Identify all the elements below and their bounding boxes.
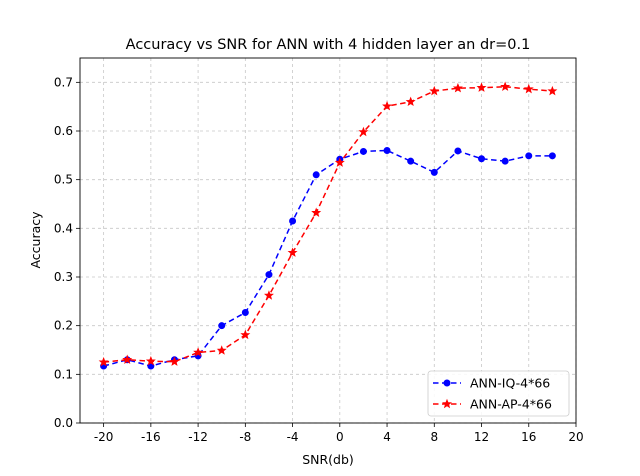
series-2 bbox=[98, 81, 558, 367]
x-tick-label: -12 bbox=[188, 430, 208, 444]
y-axis-label: Accuracy bbox=[28, 211, 43, 269]
y-tick-label: 0.3 bbox=[54, 270, 73, 284]
data-point bbox=[98, 356, 109, 367]
data-point bbox=[122, 354, 133, 364]
data-point bbox=[241, 309, 249, 317]
data-point bbox=[548, 152, 556, 160]
x-tick-label: 8 bbox=[430, 430, 438, 444]
data-point bbox=[476, 82, 487, 92]
data-point bbox=[501, 157, 509, 165]
x-tick-label: -8 bbox=[239, 430, 251, 444]
data-point bbox=[218, 322, 226, 330]
y-tick-label: 0.4 bbox=[54, 221, 73, 235]
legend-label: ANN-AP-4*66 bbox=[470, 397, 552, 412]
series-layer bbox=[98, 81, 558, 370]
data-point bbox=[358, 126, 369, 137]
data-point bbox=[429, 85, 440, 96]
data-point bbox=[334, 157, 345, 167]
axes: -20 -16 -12 -8 -4 0 4 8 12 16 20 0.0 0.1 0.2 0.3 0.4 0.5… bbox=[54, 75, 584, 444]
x-tick-label: 12 bbox=[474, 430, 489, 444]
data-point bbox=[312, 171, 320, 179]
data-point bbox=[383, 146, 391, 154]
y-tick-label: 0.0 bbox=[54, 416, 73, 430]
legend-box bbox=[427, 370, 570, 417]
data-point bbox=[240, 329, 251, 340]
data-point bbox=[216, 345, 227, 355]
x-tick-label: -20 bbox=[94, 430, 114, 444]
data-point bbox=[405, 96, 416, 107]
x-tick-label: 20 bbox=[568, 430, 583, 444]
x-tick-label: -4 bbox=[287, 430, 299, 444]
y-tick-label: 0.2 bbox=[54, 319, 73, 333]
data-point bbox=[265, 271, 273, 279]
data-point bbox=[311, 207, 322, 217]
x-tick-label: -16 bbox=[141, 430, 161, 444]
data-point bbox=[523, 83, 534, 94]
x-tick-label: 0 bbox=[336, 430, 344, 444]
data-point bbox=[193, 347, 204, 357]
series-line bbox=[103, 149, 553, 367]
y-tick-label: 0.6 bbox=[54, 124, 73, 138]
legend-marker bbox=[442, 398, 452, 409]
data-point bbox=[407, 157, 415, 165]
y-tick-label: 0.5 bbox=[54, 173, 73, 187]
y-tick-label: 0.7 bbox=[54, 75, 73, 89]
x-tick-label: 4 bbox=[383, 430, 391, 444]
data-point bbox=[454, 147, 462, 155]
data-point bbox=[478, 155, 486, 163]
data-point bbox=[359, 147, 367, 155]
x-axis-label: SNR(db) bbox=[302, 452, 354, 467]
data-point bbox=[145, 355, 156, 366]
data-point bbox=[500, 81, 511, 91]
legend-label: ANN-IQ-4*66 bbox=[470, 376, 550, 391]
data-point bbox=[452, 82, 463, 93]
data-point bbox=[169, 356, 180, 366]
plot-frame bbox=[79, 57, 577, 424]
legend-marker bbox=[443, 379, 451, 387]
legend: ANN-IQ-4*66 ANN-AP-4*66 bbox=[427, 370, 570, 417]
y-tick-label: 0.1 bbox=[54, 367, 73, 381]
data-point bbox=[525, 152, 533, 160]
chart-title: Accuracy vs SNR for ANN with 4 hidden la… bbox=[126, 37, 531, 53]
data-point bbox=[382, 100, 393, 111]
x-tick-label: 16 bbox=[521, 430, 536, 444]
data-point bbox=[263, 290, 274, 300]
data-point bbox=[289, 217, 297, 225]
data-point bbox=[430, 168, 438, 176]
data-point bbox=[287, 247, 298, 257]
data-point bbox=[547, 85, 558, 96]
